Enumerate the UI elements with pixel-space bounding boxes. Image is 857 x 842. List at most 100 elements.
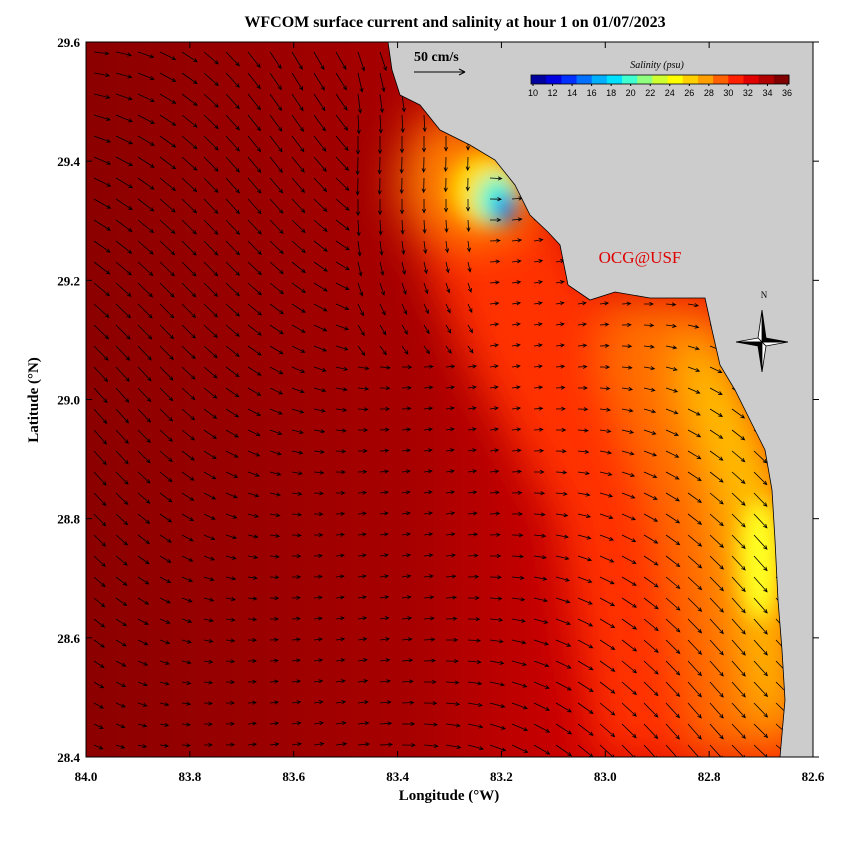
vector [399,198,405,215]
vector [665,302,677,307]
vector [423,616,435,621]
vector [159,177,177,192]
vector [643,618,659,632]
vector [203,742,213,748]
vector [313,658,324,663]
colorbar-swatch [667,75,684,84]
vector [203,261,219,277]
vector [555,576,571,582]
vector [335,616,346,621]
vector [269,533,281,538]
vector [159,597,171,604]
vector [511,597,526,602]
y-axis-label: Latitude (°N) [26,357,42,443]
vector [379,365,392,370]
vector [159,681,170,686]
vector [203,114,219,130]
vector [247,658,257,664]
vector [621,555,637,564]
vector [555,491,568,496]
colorbar-tick-label: 34 [762,88,772,98]
vector [159,492,173,503]
vector [181,156,198,171]
vector [137,429,151,444]
vector [137,156,155,168]
vector [225,742,236,747]
vector [533,259,544,264]
vector [533,406,544,411]
vector [115,597,128,607]
vector [731,702,746,719]
vector [159,702,170,707]
vector [401,93,406,113]
vector [357,553,367,558]
vector [225,114,240,131]
vector [445,511,456,516]
vector [181,198,198,214]
vector [159,51,177,60]
vector [423,595,435,600]
vector [489,176,503,181]
vector [753,450,768,464]
vector [643,323,655,328]
vector [753,513,768,529]
vector [445,616,458,621]
vector [467,282,472,293]
vector [93,450,107,466]
vector [115,429,129,445]
vector [423,553,434,558]
vector [533,702,551,711]
vector [489,197,502,202]
vector [313,700,324,705]
vector [555,534,569,539]
vector [400,114,405,134]
vector [445,427,455,432]
vector [291,533,302,538]
vector [159,660,170,665]
vector [577,576,593,583]
vector [643,660,659,675]
vector [467,469,478,474]
vector [335,470,346,475]
vector [423,743,439,749]
vector [291,700,302,705]
vector [335,324,350,331]
vector [269,471,282,476]
vector [313,324,328,332]
vector [421,156,426,173]
x-tick-label: 83.8 [178,769,201,784]
vector [137,534,151,545]
vector [247,450,261,457]
vector [467,303,473,314]
vector [313,408,326,413]
vector [511,364,521,369]
vector [203,680,214,685]
vector [357,366,370,371]
colorbar-swatch [773,75,790,84]
vector [445,240,450,254]
vector [93,72,111,78]
vector [709,450,724,461]
colorbar-tick-label: 18 [606,88,616,98]
vector [555,385,566,390]
vector [377,156,382,175]
vector [466,240,472,253]
vector [577,364,588,369]
vector [115,282,132,298]
vector [422,114,427,133]
vector [577,343,588,348]
vector [379,93,384,114]
vector [511,406,522,411]
vector [533,364,543,369]
vector [599,576,615,585]
vector [291,471,303,476]
vector [467,406,477,411]
vector [643,702,659,718]
vector [225,72,240,88]
vector [225,450,239,458]
vector [401,532,411,537]
vector [379,574,390,579]
vector [203,471,217,480]
vector [401,574,412,579]
vector [599,407,612,412]
